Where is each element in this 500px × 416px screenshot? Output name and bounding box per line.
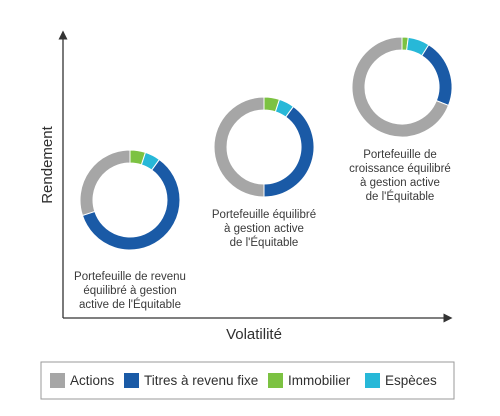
portfolio-3-donut: Portefeuille de croissance équilibré à ges… <box>349 36 453 203</box>
portfolio-2-label: Portefeuille équilibré à gestion active de… <box>212 209 316 249</box>
legend-swatch-actions <box>50 373 65 388</box>
portfolio-1-donut: Portefeuille de revenu équilibré à gestio… <box>74 149 186 311</box>
legend-swatch-immobilier <box>268 373 283 388</box>
x-axis-title: Volatilité <box>226 326 282 343</box>
portfolio-3-label: Portefeuille de croissance équilibré à ges… <box>349 149 451 203</box>
legend-swatch-especes <box>365 373 380 388</box>
slice-actions <box>79 149 131 217</box>
legend-label-titres-a-revenu-fixe: Titres à revenu fixe <box>144 373 258 388</box>
legend-label-actions: Actions <box>70 373 115 388</box>
portfolio-2-donut: Portefeuille équilibré à gestion active de… <box>212 96 316 249</box>
legend-swatch-titres-a-revenu-fixe <box>124 373 139 388</box>
legend-label-especes: Espèces <box>385 373 437 388</box>
legend: Actions Titres à revenu fixe Immobilier Esp… <box>40 361 455 400</box>
slice-actions <box>351 36 450 138</box>
slice-titres-a-revenu-fixe <box>421 44 453 107</box>
legend-label-immobilier: Immobilier <box>288 373 351 388</box>
slice-titres-a-revenu-fixe <box>263 105 315 198</box>
y-axis-title: Rendement <box>39 125 56 203</box>
legend-box <box>40 361 455 400</box>
slice-actions <box>213 96 265 198</box>
portfolio-donuts: Portefeuille de revenu équilibré à gestio… <box>74 36 453 311</box>
portfolio-1-label: Portefeuille de revenu équilibré à gestio… <box>74 271 186 311</box>
